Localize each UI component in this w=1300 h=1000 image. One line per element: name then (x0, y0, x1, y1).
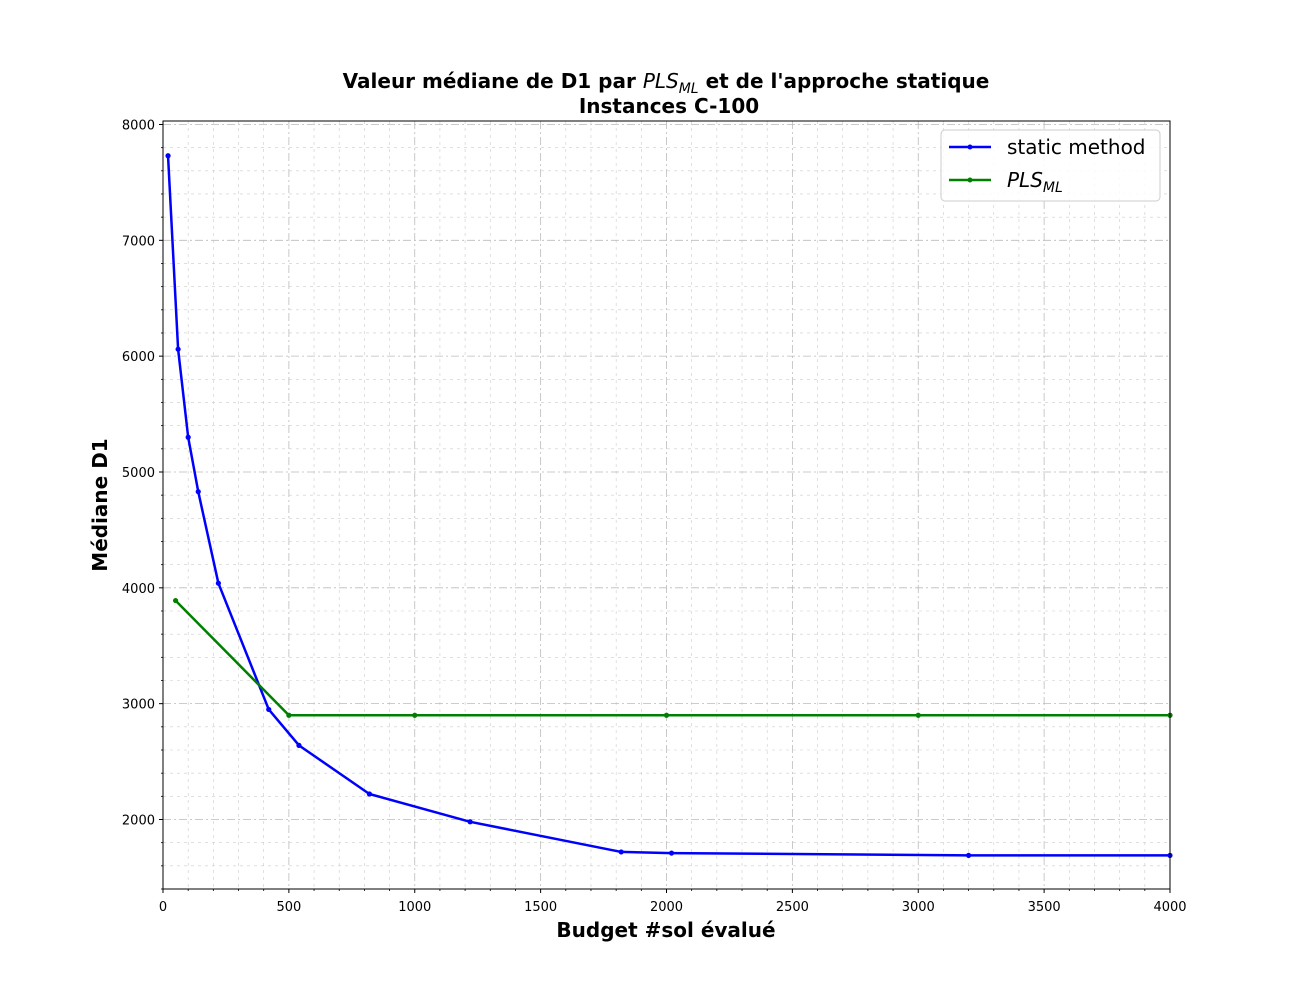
legend: static method PLSML (940, 129, 1161, 202)
x-axis-ticks: 0 500 1000 1500 2000 2500 3000 3500 4000 (159, 889, 1187, 915)
x-tick-label: 3000 (902, 900, 935, 915)
x-axis-label: Budget #sol évalué (556, 918, 775, 942)
data-point-static-method (966, 852, 972, 859)
y-axis-label: Médiane D1 (88, 438, 112, 571)
x-tick-label: 1000 (398, 900, 431, 915)
y-tick-label: 8000 (122, 118, 155, 133)
data-point-static-method (215, 580, 221, 586)
x-tick-label: 4000 (1153, 900, 1186, 915)
x-tick-label: 2000 (650, 900, 683, 915)
chart-title-line-2: Instances C-100 (579, 94, 759, 118)
y-tick-label: 7000 (122, 234, 155, 249)
minor-grid (163, 121, 1170, 890)
data-point-static-method (467, 819, 473, 825)
data-point-static-method (266, 706, 272, 713)
x-tick-label: 1500 (524, 900, 557, 915)
legend-label-static-method: static method (1007, 135, 1146, 159)
y-tick-label: 5000 (122, 466, 155, 481)
data-point-static-method (175, 346, 181, 352)
data-point-pls-ml (412, 712, 418, 718)
series-layer (165, 153, 1173, 859)
x-tick-label: 500 (276, 900, 301, 915)
data-point-static-method (185, 434, 191, 440)
legend-marker-pls-ml (967, 177, 973, 183)
legend-label-pls-ml: PLSML (1007, 168, 1063, 196)
x-tick-label: 0 (159, 900, 167, 915)
data-point-static-method (165, 153, 171, 159)
y-tick-label: 6000 (122, 350, 155, 365)
x-tick-label: 3500 (1028, 900, 1061, 915)
data-point-static-method (618, 849, 624, 855)
data-point-pls-ml (915, 712, 921, 718)
data-point-static-method (296, 742, 302, 748)
data-point-pls-ml (663, 712, 670, 718)
data-point-pls-ml (286, 712, 292, 718)
y-axis-ticks: 2000 3000 4000 5000 6000 7000 8000 (122, 118, 163, 890)
chart-title-line-1: Valeur médiane de D1 par PLSML et de l'a… (343, 69, 990, 97)
y-tick-label: 2000 (122, 813, 155, 828)
data-point-static-method (366, 791, 373, 797)
y-tick-label: 3000 (122, 698, 155, 713)
y-tick-label: 4000 (122, 582, 155, 597)
data-point-static-method (195, 489, 201, 495)
legend-frame (940, 129, 1161, 202)
data-point-static-method (668, 850, 675, 856)
x-tick-label: 2500 (776, 900, 809, 915)
data-point-pls-ml (172, 597, 179, 604)
legend-marker-static-method (967, 144, 973, 150)
series-line-pls-ml (174, 599, 1170, 717)
